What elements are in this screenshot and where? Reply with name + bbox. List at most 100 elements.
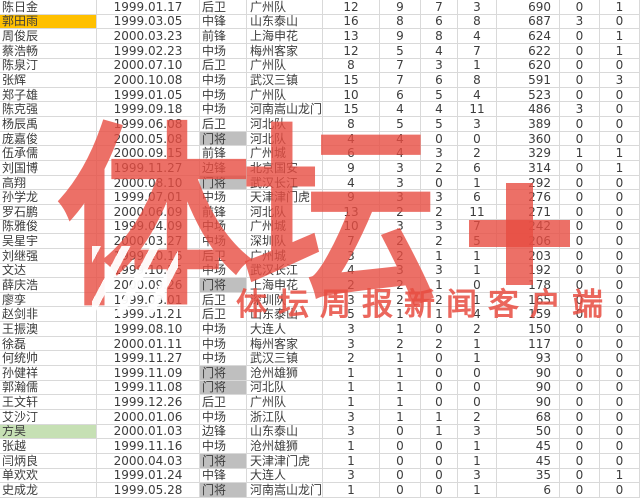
cell-stat-3[interactable]: 2 xyxy=(421,161,458,176)
cell-position[interactable]: 中场 xyxy=(200,219,247,235)
cell-stat-7[interactable]: 0 xyxy=(600,278,640,293)
cell-club[interactable]: 大连人 xyxy=(247,322,323,337)
cell-name[interactable]: 艾沙汀 xyxy=(0,409,97,425)
cell-stat-2[interactable]: 9 xyxy=(380,29,421,44)
cell-birthdate[interactable]: 1999.12.26 xyxy=(97,395,200,410)
cell-stat-2[interactable]: 0 xyxy=(380,468,421,484)
cell-stat-3[interactable]: 0 xyxy=(421,483,458,498)
cell-name[interactable]: 王振澳 xyxy=(0,322,97,337)
cell-stat-3[interactable]: 4 xyxy=(421,43,458,59)
cell-stat-7[interactable]: 0 xyxy=(600,395,640,410)
cell-stat-6[interactable]: 0 xyxy=(560,278,600,293)
cell-stat-7[interactable]: 0 xyxy=(600,190,640,205)
cell-stat-7[interactable]: 0 xyxy=(600,351,640,367)
cell-stat-4[interactable]: 0 xyxy=(458,278,497,293)
cell-stat-5[interactable]: 90 xyxy=(497,395,560,410)
cell-stat-7[interactable]: 0 xyxy=(600,322,640,337)
cell-stat-4[interactable]: 1 xyxy=(458,483,497,498)
table-row[interactable]: 陈日金 1999.01.17 后卫 广州队 12 9 7 3 690 0 1 xyxy=(0,0,640,15)
cell-stat-5[interactable]: 93 xyxy=(497,351,560,367)
cell-stat-6[interactable]: 3 xyxy=(560,14,600,30)
cell-stat-5[interactable]: 624 xyxy=(497,29,560,44)
table-row[interactable]: 闫炳良 2000.04.03 门将 天津津门虎 1 0 0 1 45 0 0 xyxy=(0,453,640,469)
cell-position[interactable]: 中场 xyxy=(200,263,247,279)
cell-stat-2[interactable]: 4 xyxy=(380,146,421,162)
table-row[interactable]: 史成龙 1999.05.28 门将 河南嵩山龙门 1 0 0 1 6 0 0 xyxy=(0,483,640,498)
cell-club[interactable]: 北京国安 xyxy=(247,161,323,176)
cell-stat-2[interactable]: 3 xyxy=(380,263,421,279)
cell-stat-1[interactable]: 16 xyxy=(323,14,380,30)
cell-stat-3[interactable]: 5 xyxy=(421,117,458,132)
cell-stat-5[interactable]: 591 xyxy=(497,73,560,88)
cell-stat-1[interactable]: 1 xyxy=(323,483,380,498)
cell-name[interactable]: 陈雅俊 xyxy=(0,219,97,235)
cell-name[interactable]: 庞嘉俊 xyxy=(0,131,97,147)
table-row[interactable]: 刘国博 1999.11.27 边锋 北京国安 9 3 2 6 314 0 1 xyxy=(0,161,640,176)
cell-stat-5[interactable]: 314 xyxy=(497,161,560,176)
cell-stat-7[interactable]: 0 xyxy=(600,424,640,440)
cell-stat-1[interactable]: 7 xyxy=(323,234,380,249)
table-row[interactable]: 廖孪 1999.03.01 后卫 深圳队 3 2 2 1 165 0 0 xyxy=(0,292,640,308)
cell-stat-5[interactable]: 622 xyxy=(497,43,560,59)
cell-birthdate[interactable]: 1999.10.16 xyxy=(97,248,200,264)
cell-stat-5[interactable]: 360 xyxy=(497,131,560,147)
cell-stat-5[interactable]: 690 xyxy=(497,0,560,15)
cell-stat-7[interactable]: 0 xyxy=(600,336,640,352)
cell-stat-6[interactable]: 0 xyxy=(560,87,600,103)
cell-club[interactable]: 广州城 xyxy=(247,219,323,235)
cell-stat-7[interactable]: 0 xyxy=(600,292,640,308)
cell-position[interactable]: 中锋 xyxy=(200,468,247,484)
cell-stat-1[interactable]: 13 xyxy=(323,29,380,44)
cell-stat-3[interactable]: 0 xyxy=(421,395,458,410)
cell-stat-7[interactable]: 1 xyxy=(600,43,640,59)
cell-stat-1[interactable]: 13 xyxy=(323,204,380,220)
cell-stat-4[interactable]: 11 xyxy=(458,204,497,220)
cell-stat-2[interactable]: 4 xyxy=(380,131,421,147)
cell-name[interactable]: 杨辰禹 xyxy=(0,117,97,132)
cell-stat-2[interactable]: 1 xyxy=(380,395,421,410)
cell-stat-4[interactable]: 2 xyxy=(458,146,497,162)
cell-birthdate[interactable]: 1999.10.25 xyxy=(97,263,200,279)
cell-name[interactable]: 孙学龙 xyxy=(0,190,97,205)
cell-position[interactable]: 中场 xyxy=(200,102,247,118)
cell-birthdate[interactable]: 2000.05.08 xyxy=(97,131,200,147)
cell-stat-4[interactable]: 1 xyxy=(458,292,497,308)
cell-stat-2[interactable]: 7 xyxy=(380,58,421,74)
cell-stat-6[interactable]: 0 xyxy=(560,161,600,176)
cell-club[interactable]: 沧州雄狮 xyxy=(247,439,323,454)
cell-stat-6[interactable]: 0 xyxy=(560,351,600,367)
cell-stat-3[interactable]: 0 xyxy=(421,468,458,484)
cell-club[interactable]: 大连人 xyxy=(247,468,323,484)
cell-stat-1[interactable]: 3 xyxy=(323,292,380,308)
cell-stat-4[interactable]: 5 xyxy=(458,234,497,249)
cell-stat-6[interactable]: 0 xyxy=(560,58,600,74)
cell-name[interactable]: 徐磊 xyxy=(0,336,97,352)
cell-stat-1[interactable]: 4 xyxy=(323,175,380,191)
cell-name[interactable]: 陈克强 xyxy=(0,102,97,118)
cell-stat-1[interactable]: 8 xyxy=(323,58,380,74)
cell-stat-3[interactable]: 2 xyxy=(421,234,458,249)
table-row[interactable]: 郑子雄 1999.01.05 中场 广州队 10 6 5 4 523 0 0 xyxy=(0,87,640,103)
table-row[interactable]: 陈克强 1999.09.18 中场 河南嵩山龙门 15 4 4 11 486 3 0 xyxy=(0,102,640,118)
cell-club[interactable]: 山东泰山 xyxy=(247,307,323,323)
cell-stat-7[interactable]: 0 xyxy=(600,263,640,279)
cell-stat-1[interactable]: 9 xyxy=(323,190,380,205)
cell-club[interactable]: 武汉三镇 xyxy=(247,351,323,367)
cell-birthdate[interactable]: 2000.01.06 xyxy=(97,409,200,425)
cell-stat-5[interactable]: 90 xyxy=(497,380,560,396)
cell-stat-4[interactable]: 4 xyxy=(458,29,497,44)
table-row[interactable]: 杨辰禹 1999.06.08 后卫 河北队 8 5 5 3 389 0 0 xyxy=(0,117,640,132)
cell-stat-2[interactable]: 1 xyxy=(380,380,421,396)
cell-name[interactable]: 何统帅 xyxy=(0,351,97,367)
cell-stat-7[interactable]: 1 xyxy=(600,29,640,44)
cell-stat-3[interactable]: 8 xyxy=(421,29,458,44)
cell-stat-1[interactable]: 12 xyxy=(323,0,380,15)
cell-stat-1[interactable]: 12 xyxy=(323,43,380,59)
cell-club[interactable]: 武汉长江 xyxy=(247,263,323,279)
cell-position[interactable]: 门将 xyxy=(200,380,247,396)
cell-stat-4[interactable]: 7 xyxy=(458,219,497,235)
cell-stat-2[interactable]: 1 xyxy=(380,307,421,323)
cell-birthdate[interactable]: 2000.03.27 xyxy=(97,234,200,249)
cell-stat-5[interactable]: 206 xyxy=(497,234,560,249)
cell-position[interactable]: 门将 xyxy=(200,278,247,293)
